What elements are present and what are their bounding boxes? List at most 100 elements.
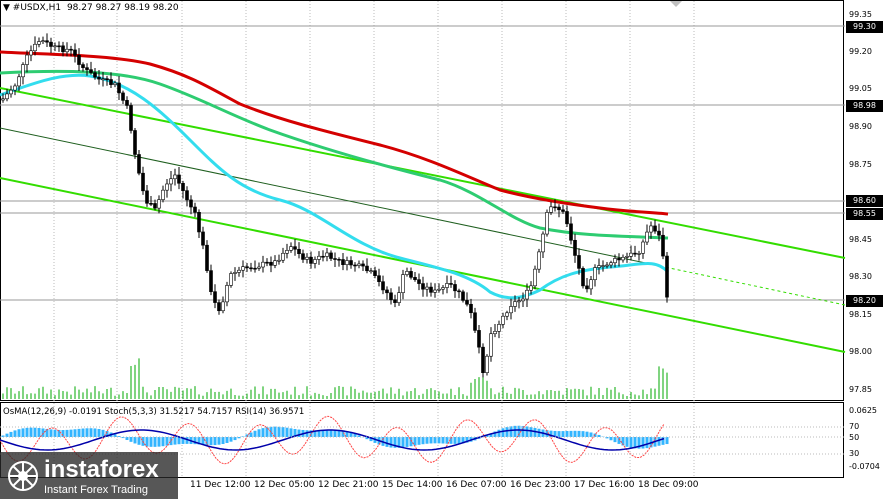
candle-body	[265, 261, 269, 264]
candle-body	[445, 283, 449, 288]
candle-body	[69, 48, 73, 51]
candle-body	[545, 212, 549, 235]
candle-body	[617, 258, 621, 261]
candle-body	[489, 333, 493, 357]
osma-bar	[49, 429, 53, 437]
candle-body	[593, 267, 597, 281]
candle-body	[477, 330, 481, 348]
osma-bar	[305, 430, 309, 437]
osma-bar	[113, 434, 117, 437]
time-tick: 16 Dec 07:00	[446, 480, 507, 490]
candle-body	[29, 50, 33, 56]
candle-body	[521, 298, 525, 302]
candle-body	[497, 324, 501, 332]
osma-bar	[81, 428, 85, 437]
osma-bar	[253, 430, 257, 437]
osma-bar	[41, 428, 45, 437]
candle-body	[453, 284, 457, 292]
osma-bar	[233, 437, 237, 441]
osma-bar	[425, 437, 429, 444]
time-tick: 18 Dec 09:00	[638, 480, 699, 490]
candle-body	[625, 256, 629, 258]
candle-body	[209, 270, 213, 292]
candle-body	[285, 250, 289, 254]
candle-body	[329, 252, 333, 259]
branding-logo: instaforex Instant Forex Trading	[6, 456, 159, 496]
osma-bar	[93, 428, 97, 437]
candle-body	[361, 263, 365, 267]
candle-body	[85, 67, 89, 70]
osma-bar	[401, 437, 405, 448]
osma-bar	[201, 437, 205, 445]
candle-body	[273, 260, 277, 266]
candle-body	[433, 289, 437, 293]
osma-bar	[257, 429, 261, 437]
osma-bar	[465, 437, 469, 443]
osma-bar	[293, 428, 297, 437]
ohlc-values: 98.27 98.27 98.19 98.20	[66, 3, 179, 13]
candle-body	[53, 45, 57, 48]
osma-bar	[9, 431, 13, 437]
rsi-line	[0, 429, 665, 451]
price-tick: 99.20	[849, 47, 872, 56]
candle-body	[105, 78, 109, 81]
time-tick: 15 Dec 14:00	[382, 480, 443, 490]
candle-body	[205, 244, 209, 271]
candle-body	[129, 105, 133, 131]
candle-body	[81, 64, 85, 68]
candle-body	[557, 206, 561, 211]
osma-bar	[73, 429, 77, 437]
candle-body	[345, 260, 349, 265]
osma-bar	[5, 433, 9, 437]
ma-red-line	[0, 50, 669, 216]
candle-body	[417, 279, 421, 284]
price-tick: 98.75	[849, 160, 872, 169]
candle-body	[117, 82, 121, 94]
price-tick: 98.45	[849, 235, 872, 244]
candle-body	[49, 41, 53, 47]
candle-body	[201, 231, 205, 246]
osma-bar	[357, 435, 361, 437]
osma-bar	[609, 437, 613, 441]
candle-body	[309, 256, 313, 264]
candle-body	[665, 255, 669, 298]
candle-body	[249, 267, 253, 270]
candle-body	[297, 248, 301, 254]
candle-body	[629, 252, 633, 257]
osma-bar	[501, 428, 505, 437]
candle-body	[505, 312, 509, 317]
candle-body	[469, 303, 473, 314]
candle-body	[289, 246, 293, 251]
osma-bar	[505, 427, 509, 437]
osma-bar	[613, 437, 617, 443]
osma-bar	[17, 429, 21, 437]
osma-bar	[577, 430, 581, 437]
osma-bar	[333, 429, 337, 437]
osma-bar	[185, 437, 189, 444]
osma-bar	[637, 437, 641, 449]
osma-bar	[33, 427, 37, 437]
price-tick: 97.85	[849, 385, 872, 394]
osma-bar	[273, 426, 277, 437]
candle-body	[281, 252, 285, 261]
osma-bar	[321, 429, 325, 437]
candle-body	[337, 258, 341, 261]
osma-bar	[313, 430, 317, 437]
candle-body	[73, 49, 77, 56]
osma-bar	[105, 431, 109, 437]
candle-body	[277, 259, 281, 262]
candle-body	[257, 266, 261, 269]
osma-bar	[97, 428, 101, 437]
osma-bar	[385, 437, 389, 447]
oscillator-series	[0, 415, 669, 465]
osma-bar	[173, 437, 177, 445]
osma-bar	[513, 425, 517, 437]
level-lines	[0, 25, 845, 301]
osma-bar	[1, 435, 5, 437]
osma-bar	[533, 427, 537, 437]
candle-body	[57, 45, 61, 48]
candle-body	[577, 255, 581, 269]
osma-bar	[633, 437, 637, 449]
osma-bar	[205, 437, 209, 446]
